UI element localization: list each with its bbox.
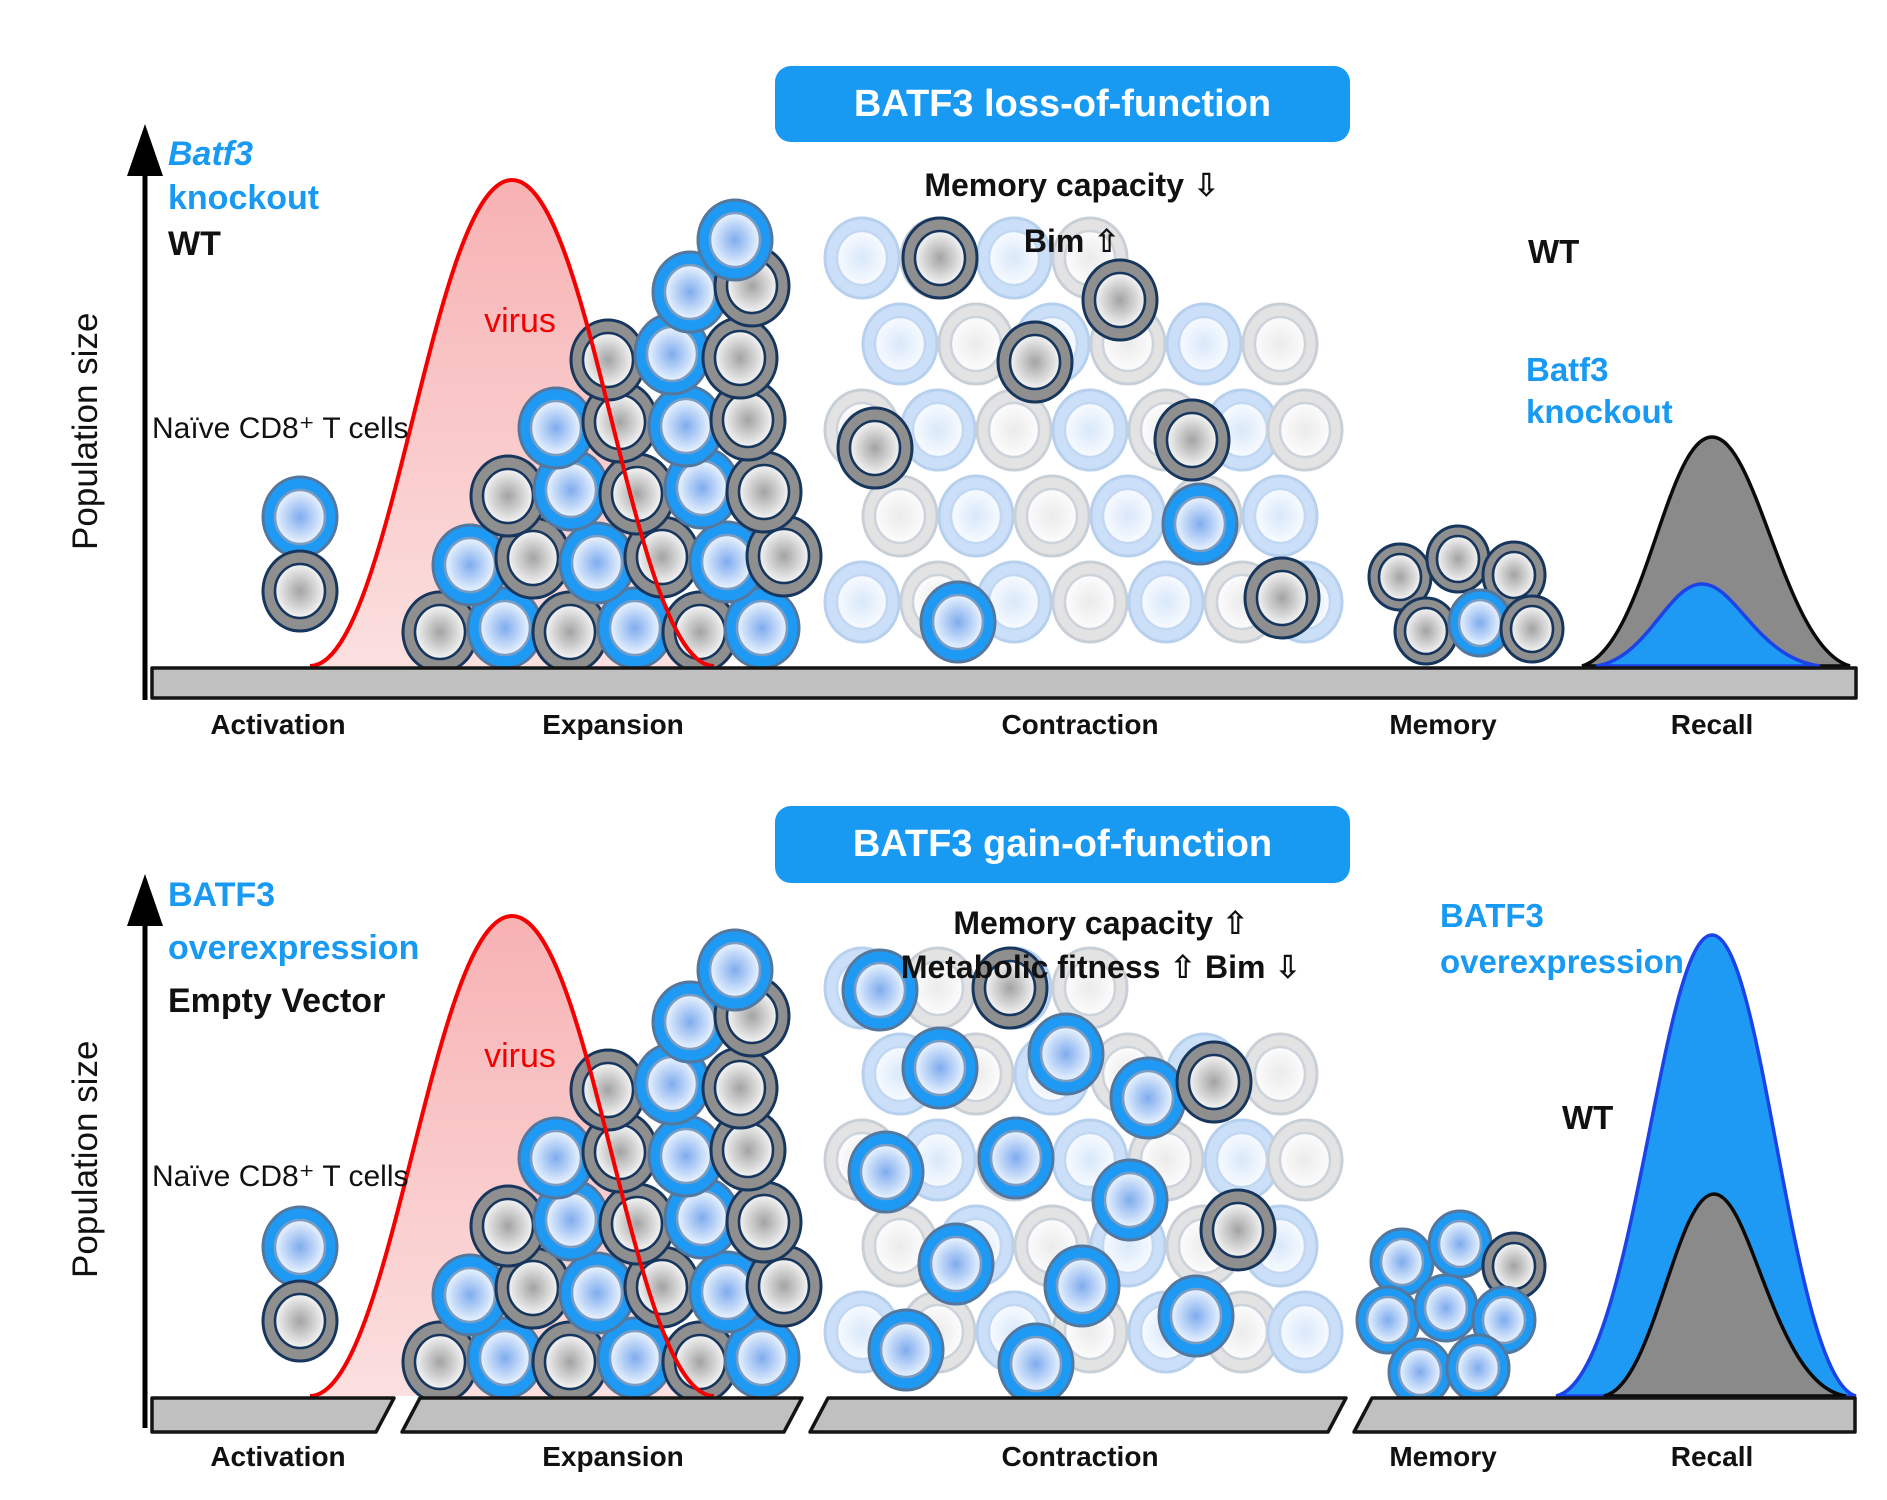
recall-label-knockout-line1: Batf3 <box>1526 351 1609 388</box>
legend-batf3-knockout-line1: Batf3 <box>168 135 254 173</box>
phase-expansion-bottom: Expansion <box>542 1441 684 1472</box>
panel-graphics-gain <box>127 874 1857 1434</box>
panel-title-text: BATF3 loss-of-function <box>853 82 1272 125</box>
timeline-baseline-bar <box>1352 1396 1857 1434</box>
y-axis-label-top: Population size <box>65 312 105 550</box>
phase-contraction-top: Contraction <box>1001 709 1159 740</box>
panel-title-gain-of-function: BATF3 gain-of-function <box>775 806 1350 883</box>
legend-batf3-knockout-line2: knockout <box>168 179 320 217</box>
naive-cd8-label-top: Naïve CD8⁺ T cells <box>152 412 409 445</box>
phase-recall-bottom: Recall <box>1670 1441 1754 1472</box>
phase-memory-top: Memory <box>1389 709 1497 740</box>
recall-label-overexpression-line1: BATF3 <box>1440 897 1544 934</box>
recall-label-wt-top: WT <box>1528 233 1580 270</box>
virus-load-curve-outline <box>309 177 715 668</box>
panel-title-text: BATF3 gain-of-function <box>852 823 1273 865</box>
timeline-baseline-bar <box>400 1396 804 1434</box>
annotation-memory-capacity-up: Memory capacity ⇧ <box>953 905 1249 941</box>
legend-empty-vector: Empty Vector <box>168 982 386 1020</box>
timeline-baseline-bar <box>150 666 1858 700</box>
recall-curve-wt <box>1603 1192 1847 1398</box>
phase-expansion-top: Expansion <box>542 709 684 740</box>
y-axis-arrowhead-icon <box>127 874 163 926</box>
legend-wt: WT <box>168 225 221 263</box>
virus-load-curve-outline <box>309 913 715 1398</box>
legend-batf3-overexpression-line1: BATF3 <box>168 876 276 914</box>
phase-recall-top: Recall <box>1670 709 1754 740</box>
recall-label-overexpression-line2: overexpression <box>1440 943 1684 980</box>
naive-cd8-label-bottom: Naïve CD8⁺ T cells <box>152 1160 409 1193</box>
recall-curve-knockout <box>1595 582 1821 668</box>
phase-activation-top: Activation <box>210 709 346 740</box>
phase-contraction-bottom: Contraction <box>1001 1441 1159 1472</box>
timeline-baseline-bar <box>808 1396 1348 1434</box>
recall-label-wt-bottom: WT <box>1562 1099 1614 1136</box>
recall-label-knockout-line2: knockout <box>1526 393 1673 430</box>
virus-label-bottom: virus <box>484 1037 556 1075</box>
y-axis-arrowhead-icon <box>127 124 163 176</box>
panel-graphics-loss <box>127 124 1858 700</box>
annotation-metabolic-fitness-bim: Metabolic fitness ⇧ Bim ⇩ <box>900 949 1302 985</box>
y-axis-label-bottom: Population size <box>65 1040 105 1278</box>
annotation-bim-up: Bim ⇧ <box>1023 223 1121 259</box>
timeline-baseline-bar <box>150 1396 396 1434</box>
recall-curve-wt <box>1581 435 1851 668</box>
legend-batf3-overexpression-line2: overexpression <box>168 929 420 967</box>
phase-activation-bottom: Activation <box>210 1441 346 1472</box>
panel-title-loss-of-function: BATF3 loss-of-function <box>775 66 1350 142</box>
virus-label-top: virus <box>484 302 556 340</box>
annotation-memory-capacity-down: Memory capacity ⇩ <box>924 167 1220 203</box>
recall-curve-overexpression <box>1555 933 1857 1398</box>
phase-memory-bottom: Memory <box>1389 1441 1497 1472</box>
